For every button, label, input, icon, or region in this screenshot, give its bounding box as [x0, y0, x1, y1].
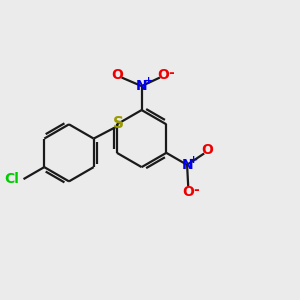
- Text: O: O: [182, 185, 194, 199]
- Text: +: +: [189, 155, 199, 165]
- Text: N: N: [136, 79, 147, 93]
- Text: -: -: [168, 66, 174, 80]
- Text: O: O: [158, 68, 169, 82]
- Text: O: O: [111, 68, 123, 82]
- Text: +: +: [144, 76, 153, 86]
- Text: S: S: [113, 116, 124, 131]
- Text: Cl: Cl: [4, 172, 19, 186]
- Text: O: O: [202, 143, 214, 157]
- Text: -: -: [193, 183, 199, 197]
- Text: N: N: [181, 158, 193, 172]
